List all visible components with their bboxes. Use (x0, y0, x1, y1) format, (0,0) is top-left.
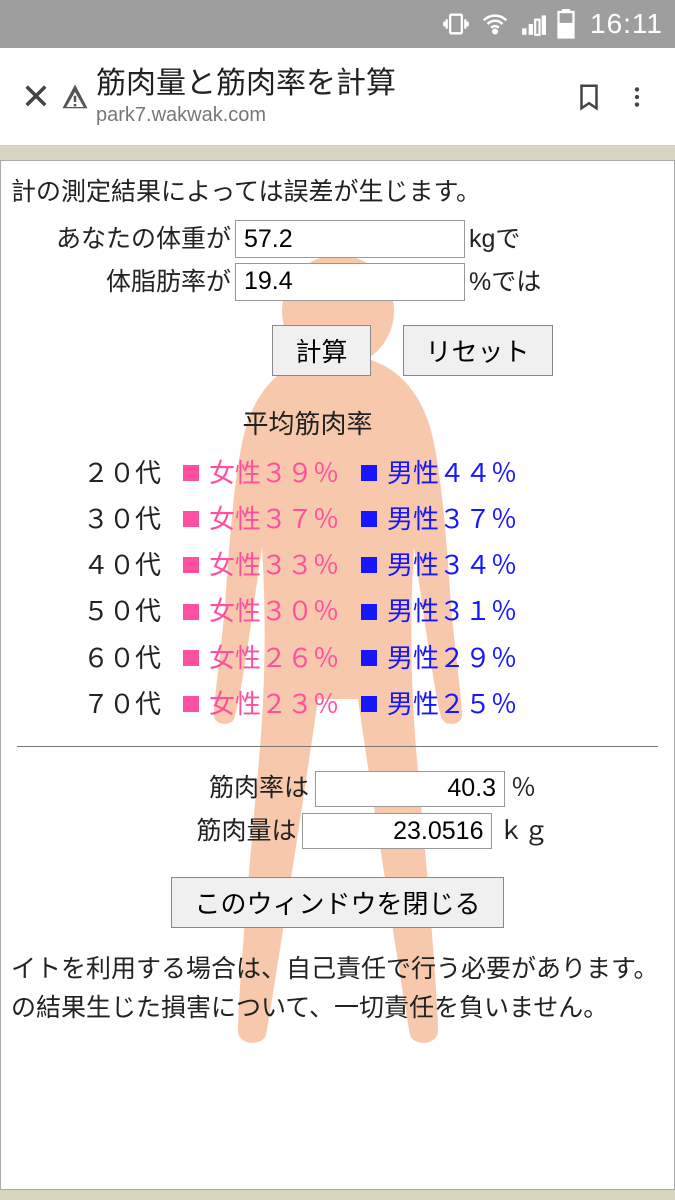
age-label: ５０代 (31, 591, 161, 631)
female-value: 女性３３％ (209, 545, 339, 585)
male-value: 男性３４％ (387, 545, 517, 585)
age-label: ３０代 (31, 499, 161, 539)
status-time: 16:11 (590, 8, 663, 40)
table-row: ２０代 女性３９％ 男性４４％ (31, 453, 644, 493)
age-label: ６０代 (31, 638, 161, 678)
male-square-icon (361, 604, 377, 620)
battery-icon (556, 9, 576, 39)
page-title: 筋肉量と筋肉率を計算 (96, 65, 565, 103)
fat-input[interactable] (235, 263, 465, 301)
average-rate-table: ２０代 女性３９％ 男性４４％ ３０代 女性３７％ 男性３７％ ４０代 女性３３％ 男性３４％ ５… (31, 453, 644, 725)
more-vert-icon (624, 84, 650, 110)
weight-unit: kgで (469, 220, 520, 259)
table-row: ７０代 女性２３％ 男性２５％ (31, 684, 644, 724)
bookmark-icon (574, 82, 604, 112)
result-rate-output (315, 771, 505, 807)
accuracy-note: 計の測定結果によっては誤差が生じます。 (11, 173, 664, 212)
age-label: ４０代 (31, 545, 161, 585)
female-square-icon (183, 696, 199, 712)
browser-app-bar: ✕ 筋肉量と筋肉率を計算 park7.wakwak.com (0, 48, 675, 146)
signal-icon (520, 11, 546, 37)
male-square-icon (361, 650, 377, 666)
age-label: ７０代 (31, 684, 161, 724)
male-value: 男性４４％ (387, 453, 517, 493)
female-value: 女性３７％ (209, 499, 339, 539)
male-square-icon (361, 557, 377, 573)
close-tab-button[interactable]: ✕ (14, 76, 58, 118)
male-square-icon (361, 465, 377, 481)
female-value: 女性２３％ (209, 684, 339, 724)
table-row: ３０代 女性３７％ 男性３７％ (31, 499, 644, 539)
web-page-content: 計の測定結果によっては誤差が生じます。 あなたの体重が kgで 体脂肪率が %で… (0, 160, 675, 1190)
disclaimer-line-2: の結果生じた損害について、一切責任を負いません。 (11, 989, 664, 1028)
male-value: 男性２５％ (387, 684, 517, 724)
close-window-button[interactable]: このウィンドウを閉じる (171, 877, 503, 928)
rate-table-header: 平均筋肉率 (0, 404, 664, 444)
page-url: park7.wakwak.com (96, 103, 565, 128)
table-row: ６０代 女性２６％ 男性２９％ (31, 638, 644, 678)
female-square-icon (183, 604, 199, 620)
female-square-icon (183, 650, 199, 666)
fat-label: 体脂肪率が (11, 263, 231, 302)
result-rate-label: 筋肉率は (139, 769, 309, 808)
result-mass-unit: ｋｇ (498, 812, 548, 851)
fat-unit: %では (469, 263, 541, 302)
female-square-icon (183, 465, 199, 481)
male-value: 男性３７％ (387, 499, 517, 539)
disclaimer-line-1: イトを利用する場合は、自己責任で行う必要があります。 (11, 950, 664, 989)
bookmark-button[interactable] (565, 82, 613, 112)
male-square-icon (361, 696, 377, 712)
calculate-button[interactable]: 計算 (272, 325, 370, 376)
result-rate-unit: ％ (511, 769, 536, 808)
weight-label: あなたの体重が (11, 220, 231, 259)
female-value: 女性２６％ (209, 638, 339, 678)
menu-button[interactable] (613, 84, 661, 110)
wifi-icon (480, 9, 510, 39)
female-square-icon (183, 511, 199, 527)
male-value: 男性２９％ (387, 638, 517, 678)
vibrate-icon (442, 10, 470, 38)
male-value: 男性３１％ (387, 591, 517, 631)
female-value: 女性３９％ (209, 453, 339, 493)
android-status-bar: 16:11 (0, 0, 675, 48)
reset-button[interactable]: リセット (403, 325, 553, 376)
result-mass-output (302, 813, 492, 849)
male-square-icon (361, 511, 377, 527)
weight-input[interactable] (235, 220, 465, 258)
table-row: ４０代 女性３３％ 男性３４％ (31, 545, 644, 585)
female-value: 女性３０％ (209, 591, 339, 631)
age-label: ２０代 (31, 453, 161, 493)
female-square-icon (183, 557, 199, 573)
insecure-warning-icon (60, 82, 90, 112)
divider (17, 746, 658, 747)
table-row: ５０代 女性３０％ 男性３１％ (31, 591, 644, 631)
result-mass-label: 筋肉量は (126, 812, 296, 851)
